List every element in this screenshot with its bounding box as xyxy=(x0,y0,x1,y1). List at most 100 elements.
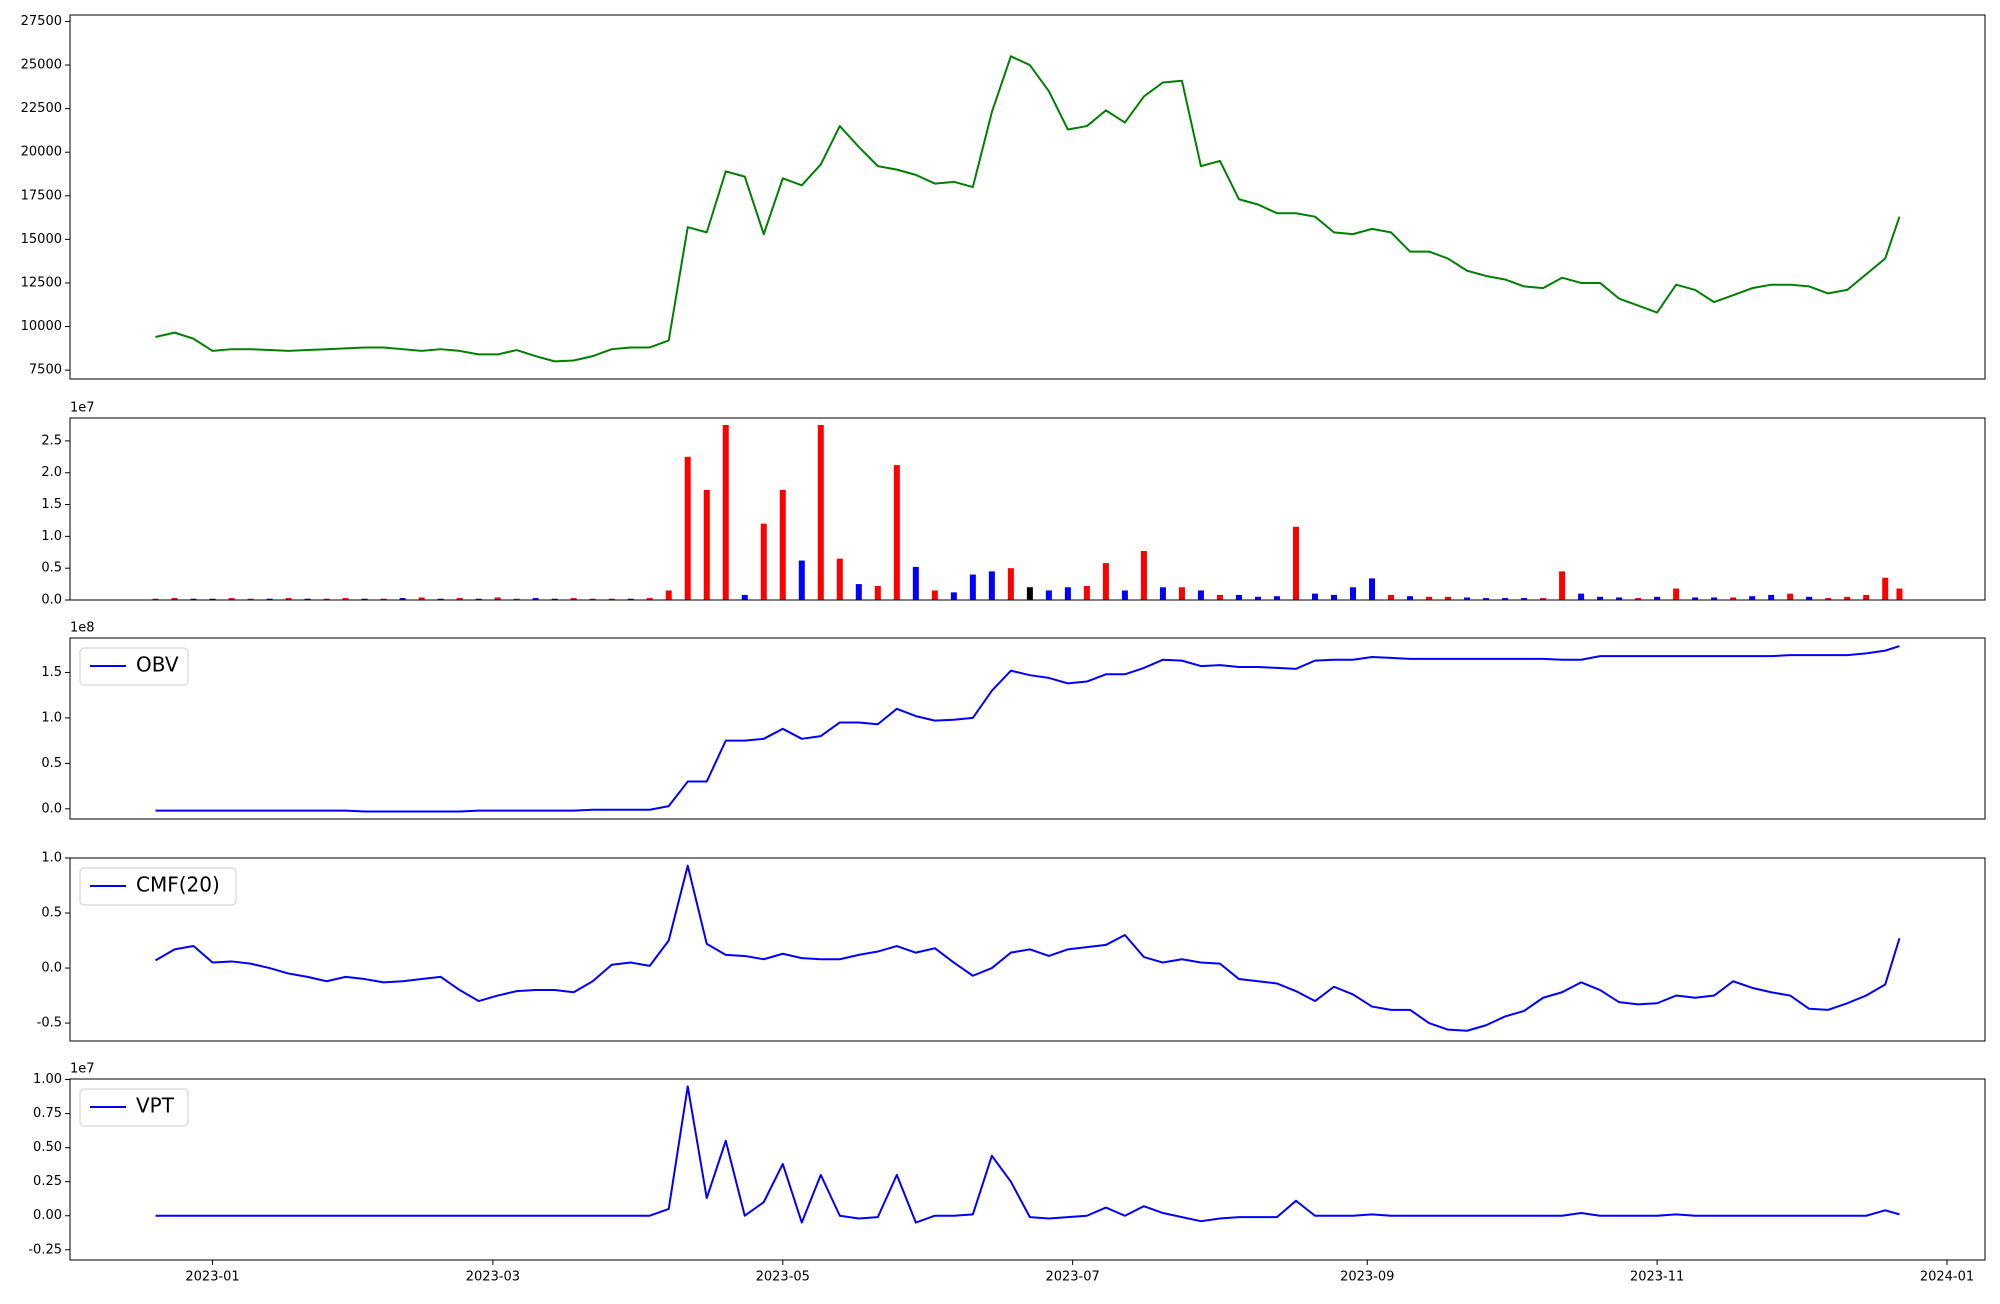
y-tick-label: -0.5 xyxy=(37,1016,62,1031)
volume-bar xyxy=(171,598,178,600)
volume-bar xyxy=(1254,596,1261,600)
volume-bar xyxy=(1121,590,1128,600)
axes-frame xyxy=(69,417,1986,601)
volume-bar xyxy=(1045,590,1052,600)
y-tick-label: 1.0 xyxy=(41,710,62,725)
axes-frame xyxy=(69,637,1986,820)
volume-bar xyxy=(361,598,368,600)
volume-bar xyxy=(1083,586,1090,600)
volume-bar xyxy=(551,598,558,600)
axes-frame xyxy=(69,14,1986,380)
volume-bar xyxy=(1749,596,1756,600)
y-tick-label: 0.5 xyxy=(41,561,62,576)
volume-bar xyxy=(627,598,634,600)
volume-bar xyxy=(912,566,919,600)
volume-bar xyxy=(1197,590,1204,600)
volume-bar xyxy=(228,598,235,600)
volume-bar xyxy=(209,598,216,600)
y-tick-label: -0.25 xyxy=(28,1242,62,1257)
volume-bar xyxy=(1407,596,1414,600)
volume-bar xyxy=(1369,578,1376,600)
volume-bar xyxy=(1806,596,1813,600)
volume-bar xyxy=(1426,596,1433,600)
volume-bar xyxy=(836,558,843,600)
x-tick-label: 2023-07 xyxy=(1045,1270,1099,1285)
y-tick-label: 0.0 xyxy=(41,593,62,608)
volume-bar xyxy=(190,598,197,600)
volume-bar xyxy=(798,560,805,600)
volume-bar xyxy=(779,489,786,600)
legend-box xyxy=(79,647,189,686)
series-line xyxy=(155,864,1901,1032)
volume-bar xyxy=(1844,596,1851,600)
y-tick-label: 0.5 xyxy=(41,756,62,771)
volume-bar xyxy=(1388,594,1395,600)
legend-box xyxy=(79,867,237,906)
volume-bar xyxy=(1787,593,1794,600)
volume-bar xyxy=(646,598,653,600)
volume-bar xyxy=(285,598,292,600)
volume-bar xyxy=(1673,588,1680,600)
volume-bar xyxy=(1730,597,1737,600)
volume-bar xyxy=(893,465,900,600)
volume-bar xyxy=(608,598,615,600)
y-tick-label: 1.0 xyxy=(41,529,62,544)
volume-bar xyxy=(950,592,957,600)
volume-bar xyxy=(570,598,577,600)
volume-bar xyxy=(323,598,330,600)
volume-bar xyxy=(1559,571,1566,600)
y-tick-label: 0.00 xyxy=(33,1208,62,1223)
volume-bar xyxy=(722,425,729,600)
y-tick-label: 1.5 xyxy=(41,665,62,680)
series-line xyxy=(155,1085,1900,1224)
volume-bar xyxy=(1692,597,1699,600)
volume-bar xyxy=(988,571,995,600)
volume-bar xyxy=(1350,587,1357,600)
y-tick-label: 1.0 xyxy=(41,851,62,866)
axes-frame xyxy=(69,857,1986,1042)
y-tick-label: 2.0 xyxy=(41,465,62,480)
y-tick-label: 17500 xyxy=(21,188,62,203)
volume-bar xyxy=(1768,594,1775,600)
volume-bar xyxy=(931,590,938,600)
y-tick-label: 12500 xyxy=(21,275,62,290)
volume-bar xyxy=(1064,587,1071,600)
volume-bar xyxy=(684,456,691,600)
x-tick-label: 2023-01 xyxy=(185,1270,239,1285)
volume-bar xyxy=(513,598,520,600)
x-tick-label: 2023-11 xyxy=(1630,1270,1684,1285)
volume-bar xyxy=(1540,598,1547,600)
volume-bar xyxy=(399,598,406,600)
volume-bar xyxy=(589,598,596,600)
volume-bar xyxy=(304,598,311,600)
volume-bar xyxy=(380,598,387,600)
volume-bar xyxy=(1635,598,1642,600)
volume-bar xyxy=(1483,598,1490,600)
volume-bar xyxy=(1102,563,1109,600)
volume-bar xyxy=(342,598,349,600)
axis-offset-label: 1e8 xyxy=(70,621,95,636)
volume-bar xyxy=(1007,568,1014,600)
volume-bar xyxy=(475,598,482,600)
x-tick-label: 2023-09 xyxy=(1340,1270,1394,1285)
volume-bar xyxy=(1273,596,1280,600)
volume-bar xyxy=(494,597,501,600)
y-tick-label: 2.5 xyxy=(41,433,62,448)
volume-bar xyxy=(760,523,767,600)
volume-bar xyxy=(1178,587,1185,600)
volume-bar xyxy=(532,598,539,600)
volume-bar xyxy=(703,489,710,600)
volume-bar xyxy=(1578,593,1585,600)
series-line xyxy=(155,645,1900,813)
volume-bar xyxy=(418,597,425,600)
volume-bar xyxy=(1654,596,1661,600)
volume-bar xyxy=(1292,526,1299,600)
y-tick-label: 1.00 xyxy=(33,1072,62,1087)
volume-bar xyxy=(1464,597,1471,600)
y-tick-label: 7500 xyxy=(29,363,62,378)
volume-bar xyxy=(1026,587,1033,600)
volume-bar xyxy=(1616,597,1623,600)
y-tick-label: 0.75 xyxy=(33,1106,62,1121)
y-tick-label: 0.0 xyxy=(41,801,62,816)
legend-label: CMF(20) xyxy=(136,873,220,897)
